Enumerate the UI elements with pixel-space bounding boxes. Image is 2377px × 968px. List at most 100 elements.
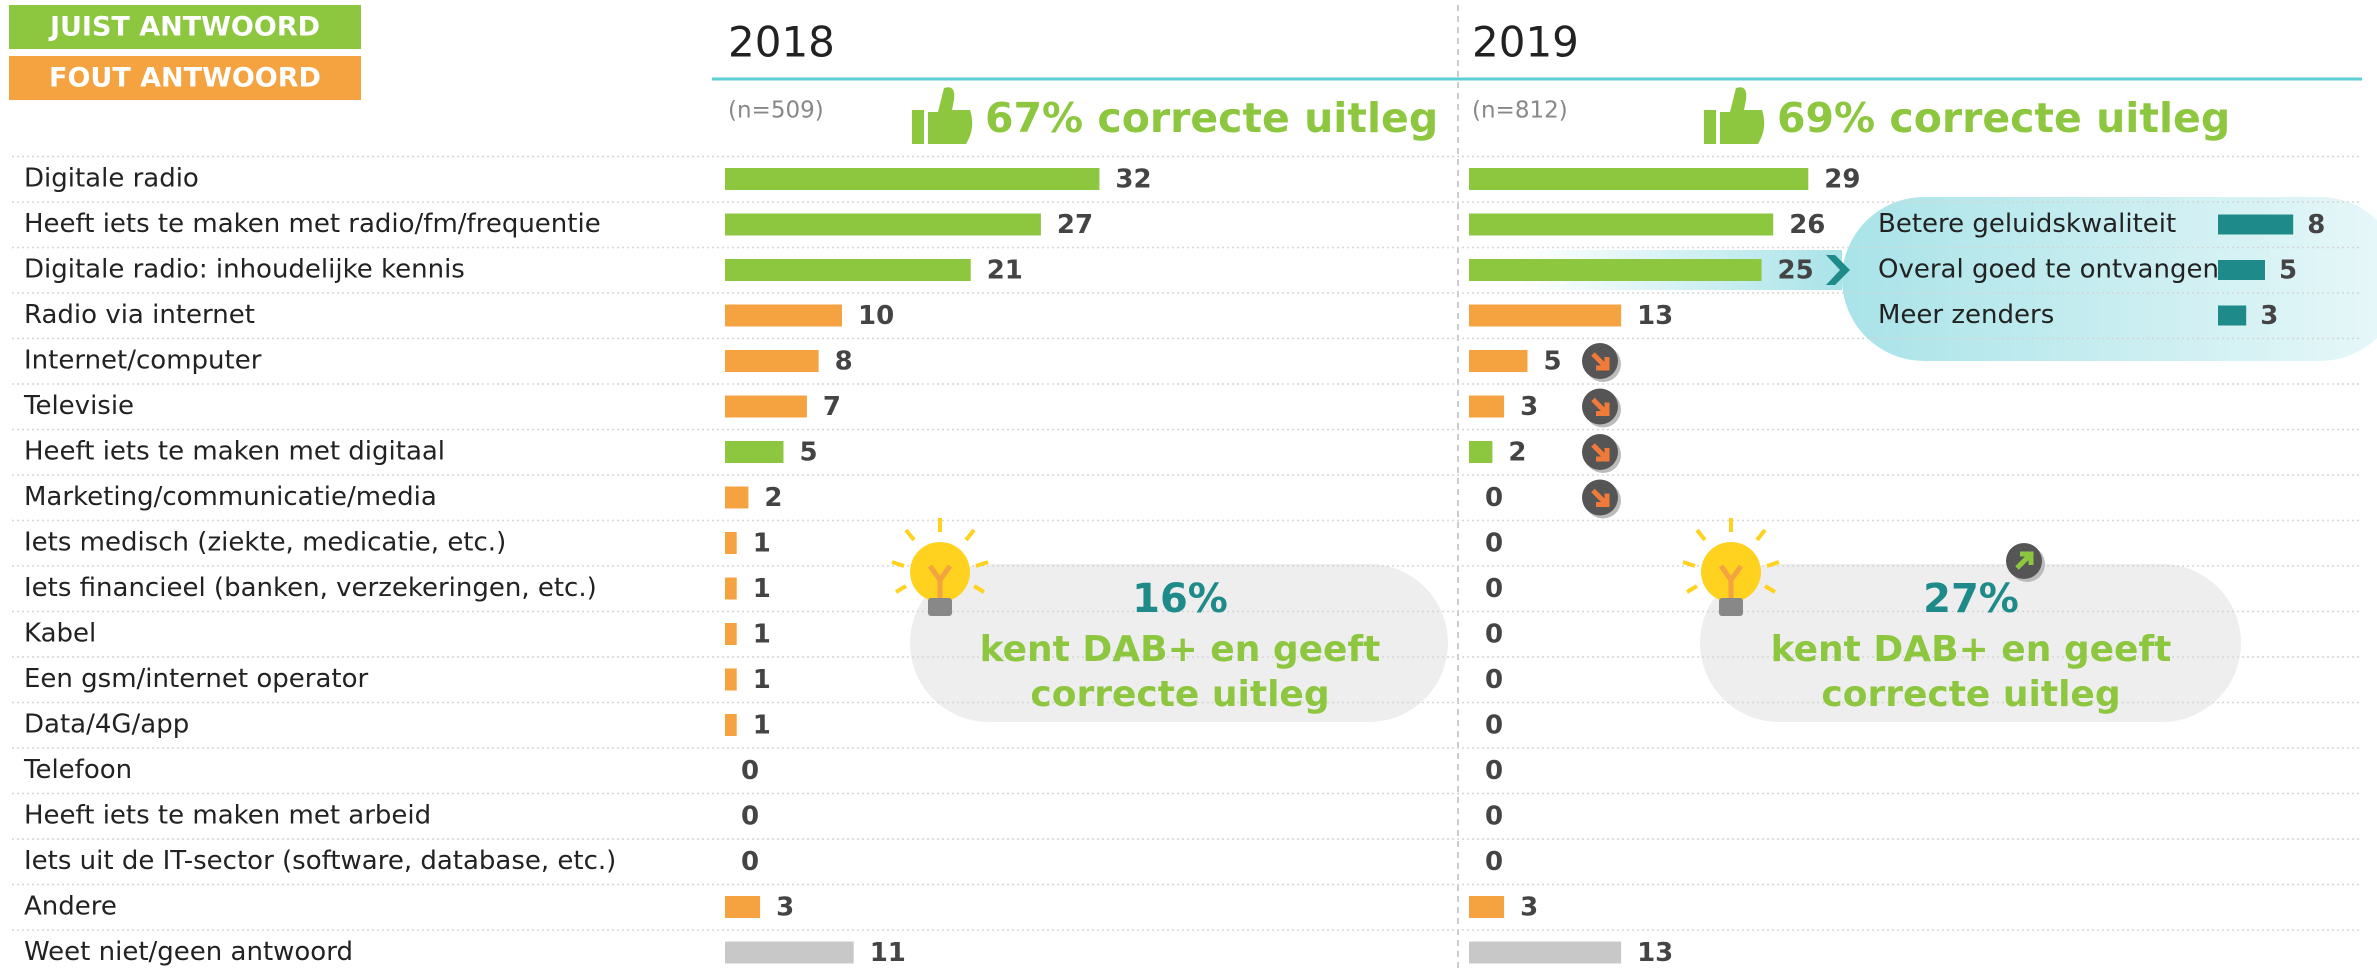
bulb-icon bbox=[1718, 564, 1744, 598]
inset-arrow bbox=[1826, 255, 1850, 285]
trend-arrow bbox=[1591, 352, 1610, 371]
value-label: 27 bbox=[1057, 210, 1093, 240]
bar bbox=[1469, 213, 1774, 236]
legend-swatch bbox=[9, 5, 361, 49]
value-label: 3 bbox=[1520, 893, 1538, 923]
bulb-icon bbox=[927, 564, 953, 598]
inset-bar bbox=[2218, 260, 2265, 280]
inset-label: Meer zenders bbox=[1878, 300, 2054, 330]
bar bbox=[725, 304, 842, 327]
bulb-icon bbox=[910, 542, 970, 602]
sample-size: (n=509) bbox=[728, 98, 824, 124]
legend-swatch bbox=[9, 56, 361, 100]
bulb-ray bbox=[1682, 560, 1696, 568]
bulb-ray bbox=[1695, 528, 1707, 542]
bulb-ray bbox=[975, 560, 989, 568]
value-label: 21 bbox=[987, 256, 1023, 286]
bar bbox=[725, 395, 807, 418]
category-label: Data/4G/app bbox=[24, 710, 189, 740]
trend-arrow bbox=[2015, 551, 2034, 570]
trend-arrow bbox=[1591, 488, 1610, 507]
value-label: 1 bbox=[753, 574, 771, 604]
value-label: 1 bbox=[753, 711, 771, 741]
value-label: 3 bbox=[1520, 392, 1538, 422]
category-label: Heeft iets te maken met digitaal bbox=[24, 437, 445, 467]
callout-figure: 27% bbox=[1923, 576, 2019, 622]
trend-arrow bbox=[1591, 443, 1610, 462]
category-label: Iets financieel (banken, verzekeringen, … bbox=[24, 573, 597, 603]
value-label: 0 bbox=[1485, 620, 1503, 650]
callout-text: correcte uitleg bbox=[1030, 674, 1329, 715]
value-label: 13 bbox=[1637, 938, 1673, 968]
inset-value: 3 bbox=[2260, 301, 2278, 331]
inset-label: Betere geluidskwaliteit bbox=[1878, 209, 2176, 239]
value-label: 0 bbox=[741, 756, 759, 786]
bar bbox=[725, 941, 854, 964]
inset-bar bbox=[2218, 305, 2247, 326]
bar bbox=[1469, 259, 1762, 281]
category-label: Radio via internet bbox=[24, 300, 255, 330]
thumb-icon bbox=[1704, 110, 1716, 144]
bar bbox=[725, 168, 1100, 190]
value-label: 32 bbox=[1115, 165, 1151, 195]
value-label: 7 bbox=[823, 392, 841, 422]
value-label: 11 bbox=[870, 938, 906, 968]
value-label: 2 bbox=[1508, 438, 1526, 468]
callout-bubble bbox=[910, 564, 1448, 722]
bar bbox=[725, 577, 737, 600]
callout-bubble bbox=[1700, 564, 2241, 722]
bar bbox=[1469, 941, 1622, 964]
value-label: 26 bbox=[1789, 210, 1825, 240]
value-label: 13 bbox=[1637, 301, 1673, 331]
bulb-ray bbox=[904, 528, 916, 542]
bar bbox=[725, 668, 737, 691]
sample-size: (n=812) bbox=[1472, 98, 1568, 124]
thumb-icon bbox=[928, 87, 973, 144]
bulb-ray bbox=[972, 584, 986, 594]
bar bbox=[725, 532, 737, 554]
legend-label: FOUT ANTWOORD bbox=[49, 63, 321, 94]
bulb-icon bbox=[1719, 598, 1743, 616]
inset-value: 5 bbox=[2279, 256, 2297, 286]
bar bbox=[1469, 350, 1528, 372]
value-label: 8 bbox=[835, 347, 853, 377]
bulb-icon bbox=[928, 598, 952, 616]
bar bbox=[725, 714, 737, 736]
category-label: Heeft iets te maken met arbeid bbox=[24, 801, 431, 831]
category-label: Digitale radio bbox=[24, 164, 199, 194]
category-label: Digitale radio: inhoudelijke kennis bbox=[24, 255, 465, 285]
bulb-ray bbox=[894, 584, 908, 594]
inset-label: Overal goed te ontvangen bbox=[1878, 255, 2219, 285]
category-label: Iets uit de IT-sector (software, databas… bbox=[24, 846, 616, 876]
value-label: 0 bbox=[1485, 756, 1503, 786]
value-label: 0 bbox=[1485, 665, 1503, 695]
value-label: 5 bbox=[800, 438, 818, 468]
value-label: 25 bbox=[1778, 256, 1814, 286]
thumb-icon bbox=[1720, 87, 1765, 144]
callout-text: kent DAB+ en geeft bbox=[980, 629, 1381, 670]
inset-bar bbox=[2218, 214, 2294, 235]
value-label: 0 bbox=[741, 847, 759, 877]
panel-title: 2019 bbox=[1472, 18, 1579, 67]
bar bbox=[1469, 395, 1505, 418]
category-label: Kabel bbox=[24, 619, 96, 649]
bar bbox=[1469, 304, 1622, 327]
bulb-ray bbox=[1763, 584, 1777, 594]
category-label: Een gsm/internet operator bbox=[24, 664, 368, 694]
bulb-ray bbox=[891, 560, 905, 568]
value-label: 0 bbox=[1485, 529, 1503, 559]
headline: 67% correcte uitleg bbox=[985, 94, 1438, 142]
category-label: Internet/computer bbox=[24, 346, 262, 376]
bar bbox=[725, 623, 737, 645]
bar bbox=[1469, 441, 1493, 463]
thumb-icon bbox=[912, 110, 924, 144]
bulb-ray bbox=[964, 528, 976, 542]
value-label: 0 bbox=[1485, 802, 1503, 832]
callout-figure: 16% bbox=[1132, 576, 1228, 622]
value-label: 0 bbox=[1485, 574, 1503, 604]
bar bbox=[725, 259, 971, 281]
value-label: 1 bbox=[753, 620, 771, 650]
headline: 69% correcte uitleg bbox=[1777, 94, 2230, 142]
category-label: Iets medisch (ziekte, medicatie, etc.) bbox=[24, 528, 506, 558]
